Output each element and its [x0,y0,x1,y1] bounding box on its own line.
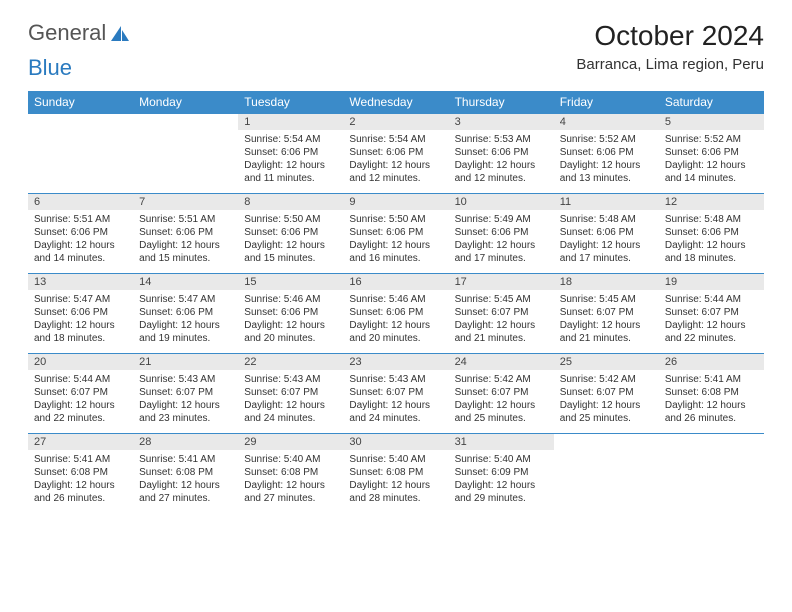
daynum-row: 20212223242526 [28,354,764,371]
dow-thu: Thursday [449,91,554,114]
day-detail: Sunrise: 5:54 AMSunset: 6:06 PMDaylight:… [238,130,343,194]
day-number: 16 [343,274,448,291]
dow-tue: Tuesday [238,91,343,114]
day-detail: Sunrise: 5:46 AMSunset: 6:06 PMDaylight:… [238,290,343,354]
day-detail: Sunrise: 5:43 AMSunset: 6:07 PMDaylight:… [343,370,448,434]
day-detail: Sunrise: 5:47 AMSunset: 6:06 PMDaylight:… [133,290,238,354]
brand-part1: General [28,20,106,46]
location-text: Barranca, Lima region, Peru [576,56,764,73]
day-number: 17 [449,274,554,291]
brand-logo: General [28,20,131,46]
day-number: 21 [133,354,238,371]
day-detail: Sunrise: 5:50 AMSunset: 6:06 PMDaylight:… [238,210,343,274]
detail-row: Sunrise: 5:51 AMSunset: 6:06 PMDaylight:… [28,210,764,274]
day-number: 13 [28,274,133,291]
day-detail: Sunrise: 5:49 AMSunset: 6:06 PMDaylight:… [449,210,554,274]
day-number: 20 [28,354,133,371]
day-number: 30 [343,434,448,451]
day-detail: Sunrise: 5:54 AMSunset: 6:06 PMDaylight:… [343,130,448,194]
day-number: 23 [343,354,448,371]
day-detail: Sunrise: 5:42 AMSunset: 6:07 PMDaylight:… [449,370,554,434]
day-number: 31 [449,434,554,451]
title-block: October 2024 Barranca, Lima region, Peru [576,20,764,73]
day-detail: Sunrise: 5:53 AMSunset: 6:06 PMDaylight:… [449,130,554,194]
detail-row: Sunrise: 5:47 AMSunset: 6:06 PMDaylight:… [28,290,764,354]
day-number: 5 [659,114,764,131]
day-detail: Sunrise: 5:45 AMSunset: 6:07 PMDaylight:… [554,290,659,354]
day-number: 19 [659,274,764,291]
dow-wed: Wednesday [343,91,448,114]
day-number: 29 [238,434,343,451]
day-detail: Sunrise: 5:44 AMSunset: 6:07 PMDaylight:… [659,290,764,354]
day-number: 12 [659,194,764,211]
month-title: October 2024 [576,20,764,52]
calendar-table: Sunday Monday Tuesday Wednesday Thursday… [28,91,764,513]
day-number: 25 [554,354,659,371]
day-detail: Sunrise: 5:52 AMSunset: 6:06 PMDaylight:… [659,130,764,194]
day-number: 1 [238,114,343,131]
day-detail: Sunrise: 5:40 AMSunset: 6:08 PMDaylight:… [343,450,448,513]
day-detail: Sunrise: 5:42 AMSunset: 6:07 PMDaylight:… [554,370,659,434]
day-number: 22 [238,354,343,371]
sail-icon [109,24,131,44]
day-number: 10 [449,194,554,211]
day-detail: Sunrise: 5:43 AMSunset: 6:07 PMDaylight:… [238,370,343,434]
day-number: 14 [133,274,238,291]
day-detail: Sunrise: 5:51 AMSunset: 6:06 PMDaylight:… [133,210,238,274]
day-number: 15 [238,274,343,291]
day-detail: Sunrise: 5:44 AMSunset: 6:07 PMDaylight:… [28,370,133,434]
day-number: 4 [554,114,659,131]
day-detail: Sunrise: 5:45 AMSunset: 6:07 PMDaylight:… [449,290,554,354]
day-number: 24 [449,354,554,371]
day-number: 2 [343,114,448,131]
day-detail: Sunrise: 5:40 AMSunset: 6:08 PMDaylight:… [238,450,343,513]
day-number: 18 [554,274,659,291]
day-number [133,114,238,131]
day-number [659,434,764,451]
day-detail: Sunrise: 5:47 AMSunset: 6:06 PMDaylight:… [28,290,133,354]
day-number: 11 [554,194,659,211]
day-detail: Sunrise: 5:48 AMSunset: 6:06 PMDaylight:… [554,210,659,274]
day-detail: Sunrise: 5:48 AMSunset: 6:06 PMDaylight:… [659,210,764,274]
day-number: 27 [28,434,133,451]
dow-fri: Friday [554,91,659,114]
day-detail [659,450,764,513]
day-number: 26 [659,354,764,371]
day-detail: Sunrise: 5:51 AMSunset: 6:06 PMDaylight:… [28,210,133,274]
day-detail [554,450,659,513]
day-detail: Sunrise: 5:41 AMSunset: 6:08 PMDaylight:… [659,370,764,434]
day-number: 7 [133,194,238,211]
daynum-row: 13141516171819 [28,274,764,291]
daynum-row: 6789101112 [28,194,764,211]
day-detail: Sunrise: 5:52 AMSunset: 6:06 PMDaylight:… [554,130,659,194]
dow-mon: Monday [133,91,238,114]
day-detail [133,130,238,194]
detail-row: Sunrise: 5:54 AMSunset: 6:06 PMDaylight:… [28,130,764,194]
day-number [28,114,133,131]
day-number [554,434,659,451]
dow-row: Sunday Monday Tuesday Wednesday Thursday… [28,91,764,114]
day-number: 3 [449,114,554,131]
dow-sat: Saturday [659,91,764,114]
day-detail: Sunrise: 5:46 AMSunset: 6:06 PMDaylight:… [343,290,448,354]
day-number: 28 [133,434,238,451]
brand-part2: Blue [28,55,72,81]
day-detail: Sunrise: 5:50 AMSunset: 6:06 PMDaylight:… [343,210,448,274]
day-detail: Sunrise: 5:40 AMSunset: 6:09 PMDaylight:… [449,450,554,513]
day-number: 8 [238,194,343,211]
daynum-row: 2728293031 [28,434,764,451]
detail-row: Sunrise: 5:41 AMSunset: 6:08 PMDaylight:… [28,450,764,513]
day-detail [28,130,133,194]
day-number: 6 [28,194,133,211]
day-detail: Sunrise: 5:41 AMSunset: 6:08 PMDaylight:… [133,450,238,513]
dow-sun: Sunday [28,91,133,114]
day-detail: Sunrise: 5:41 AMSunset: 6:08 PMDaylight:… [28,450,133,513]
day-detail: Sunrise: 5:43 AMSunset: 6:07 PMDaylight:… [133,370,238,434]
day-number: 9 [343,194,448,211]
detail-row: Sunrise: 5:44 AMSunset: 6:07 PMDaylight:… [28,370,764,434]
daynum-row: 12345 [28,114,764,131]
